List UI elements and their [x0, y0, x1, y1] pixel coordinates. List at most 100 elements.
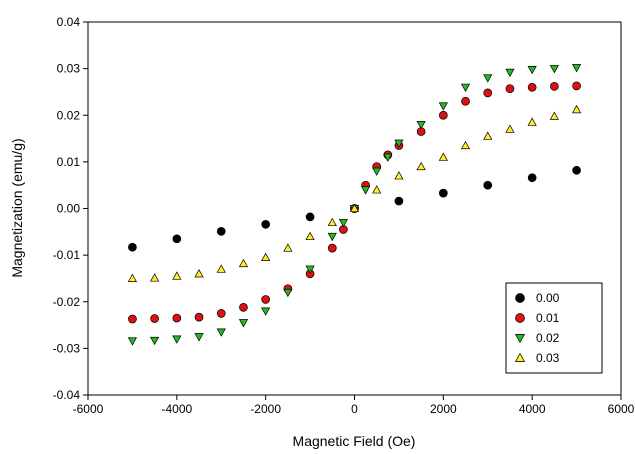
y-tick-label: 0.00: [57, 202, 81, 216]
data-point: [505, 124, 515, 133]
data-series: [127, 64, 582, 346]
data-point: [527, 66, 537, 75]
data-point: [461, 96, 470, 106]
data-point: [572, 81, 581, 91]
data-point: [505, 68, 515, 78]
data-point: [305, 212, 315, 222]
x-tick-label: 2000: [430, 402, 457, 416]
data-point: [128, 314, 137, 324]
data-point: [238, 258, 249, 268]
data-point: [361, 186, 371, 195]
data-point: [261, 252, 271, 262]
data-point: [572, 165, 581, 175]
data-point: [216, 226, 226, 236]
data-point: [394, 196, 404, 206]
data-point: [349, 203, 360, 213]
data-point: [394, 171, 404, 180]
data-point: [172, 313, 182, 323]
x-axis-title: Magnetic Field (Oe): [293, 433, 416, 449]
x-tick-label: -4000: [161, 402, 192, 416]
data-point: [261, 295, 271, 304]
data-point: [550, 81, 559, 91]
data-point: [505, 84, 515, 94]
data-point: [194, 333, 204, 342]
legend-label: 0.02: [536, 331, 560, 345]
legend-label: 0.01: [536, 311, 560, 325]
data-point: [127, 273, 138, 282]
data-point: [372, 185, 382, 194]
y-tick-label: 0.02: [57, 108, 81, 122]
data-point: [460, 140, 471, 150]
data-point: [438, 152, 448, 161]
x-axis-ticks: -6000 -4000 -2000 0 2000 4000 6000: [73, 395, 635, 416]
data-point: [438, 110, 448, 120]
data-point: [216, 309, 226, 318]
data-point: [238, 319, 249, 328]
data-point: [483, 74, 493, 83]
y-tick-label: -0.04: [53, 388, 81, 402]
data-point: [150, 314, 159, 323]
data-point: [483, 180, 493, 190]
y-tick-label: 0.01: [57, 155, 81, 169]
data-point: [216, 328, 226, 337]
data-point: [549, 111, 559, 120]
data-point: [549, 65, 559, 74]
data-point: [283, 243, 293, 252]
data-point: [305, 231, 315, 241]
data-point: [527, 82, 537, 92]
y-axis-title: Magnetization (emu/g): [9, 138, 25, 277]
data-point: [172, 234, 182, 244]
data-point: [128, 242, 137, 252]
data-point: [327, 217, 337, 227]
y-axis-ticks: -0.04 -0.03 -0.02 -0.01 0.00 0.01 0.02 0.03 0.04: [53, 15, 88, 402]
data-point: [338, 218, 348, 228]
data-point: [172, 335, 182, 344]
data-point: [416, 121, 426, 130]
legend-marker: [514, 334, 526, 344]
series-0.00: [128, 165, 581, 252]
data-point: [283, 288, 293, 298]
data-point: [327, 232, 337, 242]
y-tick-label: 0.03: [57, 62, 81, 76]
x-tick-label: 6000: [608, 402, 635, 416]
x-tick-label: -6000: [73, 402, 104, 416]
series-0.02: [127, 64, 582, 346]
data-point: [571, 64, 582, 73]
y-tick-label: -0.02: [53, 295, 81, 309]
y-tick-label: 0.04: [57, 15, 81, 29]
data-point: [483, 131, 493, 140]
data-point: [383, 153, 393, 162]
data-point: [261, 307, 271, 316]
y-tick-label: -0.03: [53, 341, 81, 355]
data-point: [305, 265, 315, 274]
data-point: [438, 102, 448, 111]
x-tick-label: 4000: [519, 402, 546, 416]
data-point: [127, 337, 138, 346]
data-point: [416, 161, 426, 171]
legend-marker: [514, 352, 526, 362]
data-point: [150, 273, 160, 282]
legend-marker: [515, 293, 525, 303]
x-tick-label: -2000: [250, 402, 281, 416]
legend-label: 0.03: [536, 351, 560, 365]
legend-marker: [515, 313, 525, 323]
data-point: [150, 336, 160, 346]
data-point: [261, 220, 271, 229]
data-point: [527, 173, 537, 183]
data-point: [372, 167, 382, 176]
data-point: [239, 302, 248, 312]
data-point: [172, 271, 182, 280]
data-point: [527, 117, 537, 126]
data-point: [394, 139, 404, 148]
data-point: [194, 312, 204, 322]
legend-label: 0.00: [536, 291, 560, 305]
data-point: [460, 83, 471, 92]
data-point: [327, 243, 337, 253]
data-point: [216, 264, 226, 273]
data-point: [483, 88, 493, 98]
data-point: [438, 188, 448, 198]
series-0.03: [127, 104, 582, 282]
data-point: [194, 269, 204, 278]
data-point: [571, 104, 582, 114]
